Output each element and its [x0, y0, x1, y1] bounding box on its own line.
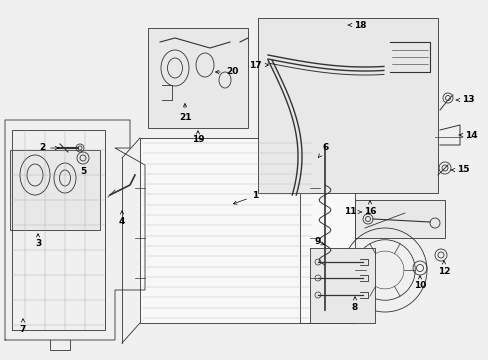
Bar: [140, 138, 314, 323]
Text: 18: 18: [347, 21, 366, 30]
Bar: [354, 200, 444, 238]
Text: 14: 14: [458, 130, 476, 139]
Bar: [299, 138, 354, 323]
Text: 19: 19: [191, 131, 204, 144]
Text: 6: 6: [318, 144, 328, 158]
Text: 10: 10: [413, 276, 426, 289]
Text: 20: 20: [215, 68, 238, 77]
Text: 17: 17: [248, 60, 268, 69]
Text: 16: 16: [363, 201, 375, 216]
Text: 8: 8: [351, 297, 357, 312]
Text: 4: 4: [119, 211, 125, 226]
Text: 21: 21: [179, 104, 191, 122]
Text: 3: 3: [35, 234, 41, 248]
Text: 2: 2: [39, 144, 59, 153]
Bar: [258, 18, 437, 193]
Text: 7: 7: [20, 319, 26, 334]
Text: 1: 1: [233, 192, 258, 204]
Text: 11: 11: [343, 207, 361, 216]
Text: 13: 13: [455, 95, 473, 104]
Bar: [148, 28, 247, 128]
Text: 12: 12: [437, 261, 449, 276]
Text: 9: 9: [314, 238, 324, 247]
Bar: [10, 150, 100, 230]
Text: 15: 15: [450, 166, 468, 175]
Bar: [309, 248, 374, 323]
Text: 5: 5: [80, 167, 86, 176]
